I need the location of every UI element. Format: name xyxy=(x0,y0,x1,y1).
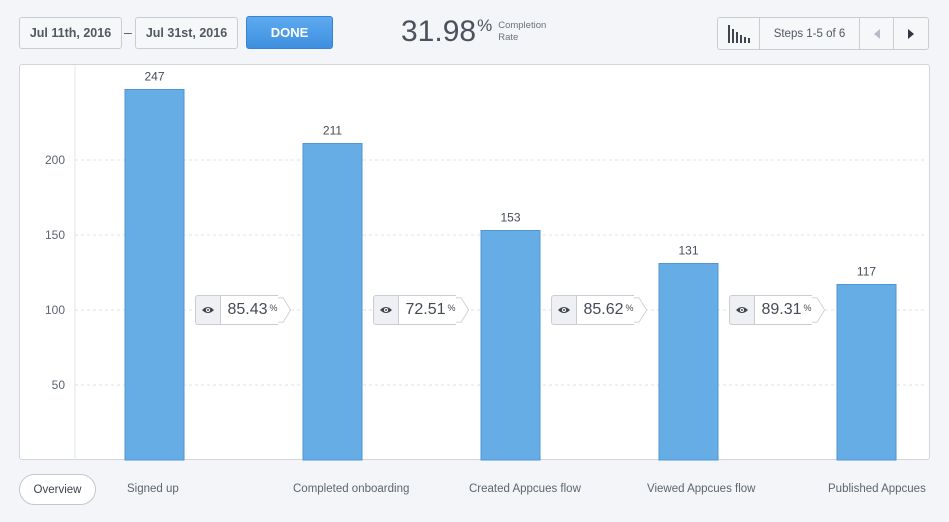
completion-rate-label: Completion Rate xyxy=(498,20,558,44)
bar-value-label: 211 xyxy=(323,124,342,138)
conversion-rate-badge[interactable]: 85.62% xyxy=(551,295,647,325)
y-tick-label: 100 xyxy=(45,303,65,317)
chart-type-toggle[interactable] xyxy=(718,18,760,49)
conversion-rate-unit: % xyxy=(803,303,812,313)
completion-rate-label-line1: Completion xyxy=(498,20,547,31)
bar-value-label: 153 xyxy=(500,211,520,225)
eye-icon-box xyxy=(373,295,399,325)
bar-value-label: 131 xyxy=(678,244,698,258)
y-tick-label: 50 xyxy=(52,378,66,392)
overview-button[interactable]: Overview xyxy=(19,474,96,505)
date-range-separator: – xyxy=(124,24,132,40)
next-steps-button[interactable] xyxy=(894,18,928,49)
conversion-rate-badge[interactable]: 89.31% xyxy=(729,295,825,325)
conversion-rate-value: 72.51 xyxy=(405,301,446,318)
conversion-rate-value-box: 89.31% xyxy=(754,295,812,325)
eye-icon-box xyxy=(195,295,221,325)
funnel-bar xyxy=(836,284,897,461)
funnel-bar xyxy=(124,89,185,461)
eye-icon xyxy=(736,307,749,313)
steps-range-label: Steps 1-5 of 6 xyxy=(760,18,860,49)
funnel-chart-panel: 50 100 150 200 247 211 153 131 117 85.43% 72.51% 8… xyxy=(19,64,930,461)
conversion-rate-unit: % xyxy=(269,303,278,313)
conversion-rate-unit: % xyxy=(447,303,456,313)
funnel-bar-chart: 50 100 150 200 247 211 153 131 117 xyxy=(45,65,924,461)
step-label[interactable]: Signed up xyxy=(127,483,179,495)
previous-steps-button[interactable] xyxy=(860,18,894,49)
completion-rate-unit: % xyxy=(477,16,493,35)
funnel-bar xyxy=(658,263,719,461)
eye-icon xyxy=(202,307,215,313)
step-label[interactable]: Created Appcues flow xyxy=(469,483,581,495)
conversion-rate-value-box: 85.62% xyxy=(576,295,634,325)
conversion-rate-value: 89.31 xyxy=(761,301,802,318)
conversion-rate-value: 85.62 xyxy=(583,301,624,318)
eye-icon-box xyxy=(551,295,577,325)
eye-icon-box xyxy=(729,295,755,325)
eye-icon xyxy=(558,307,571,313)
bar-value-label: 247 xyxy=(144,70,164,84)
y-tick-label: 150 xyxy=(45,228,65,242)
completion-rate-value: 31.98 xyxy=(401,15,477,48)
conversion-rate-badge[interactable]: 85.43% xyxy=(195,295,291,325)
step-label[interactable]: Completed onboarding xyxy=(293,483,410,495)
conversion-rate-value-box: 72.51% xyxy=(398,295,456,325)
triangle-right-icon xyxy=(908,28,914,39)
badge-arrow xyxy=(455,297,469,323)
y-tick-label: 200 xyxy=(45,153,65,167)
end-date-picker[interactable]: Jul 31st, 2016 xyxy=(135,17,238,49)
conversion-rate-value: 85.43 xyxy=(227,301,268,318)
step-label[interactable]: Viewed Appcues flow xyxy=(647,483,756,495)
badge-arrow xyxy=(277,297,291,323)
conversion-rate-value-box: 85.43% xyxy=(220,295,278,325)
eye-icon xyxy=(380,307,393,313)
bar-value-label: 117 xyxy=(857,265,876,279)
step-label[interactable]: Published Appcues xyxy=(828,483,926,495)
start-date-picker[interactable]: Jul 11th, 2016 xyxy=(19,17,122,49)
conversion-rate-unit: % xyxy=(625,303,634,313)
conversion-rate-badge[interactable]: 72.51% xyxy=(373,295,469,325)
badge-arrow xyxy=(633,297,647,323)
funnel-bar xyxy=(480,230,541,461)
completion-rate-label-line2: Rate xyxy=(498,32,519,43)
step-pager: Steps 1-5 of 6 xyxy=(717,17,929,50)
bar-chart-icon xyxy=(727,24,750,43)
triangle-left-icon xyxy=(873,28,880,39)
funnel-bar xyxy=(302,143,363,461)
badge-arrow xyxy=(811,297,825,323)
done-button[interactable]: DONE xyxy=(246,16,333,49)
completion-rate: 31.98 % Completion Rate xyxy=(401,12,558,52)
